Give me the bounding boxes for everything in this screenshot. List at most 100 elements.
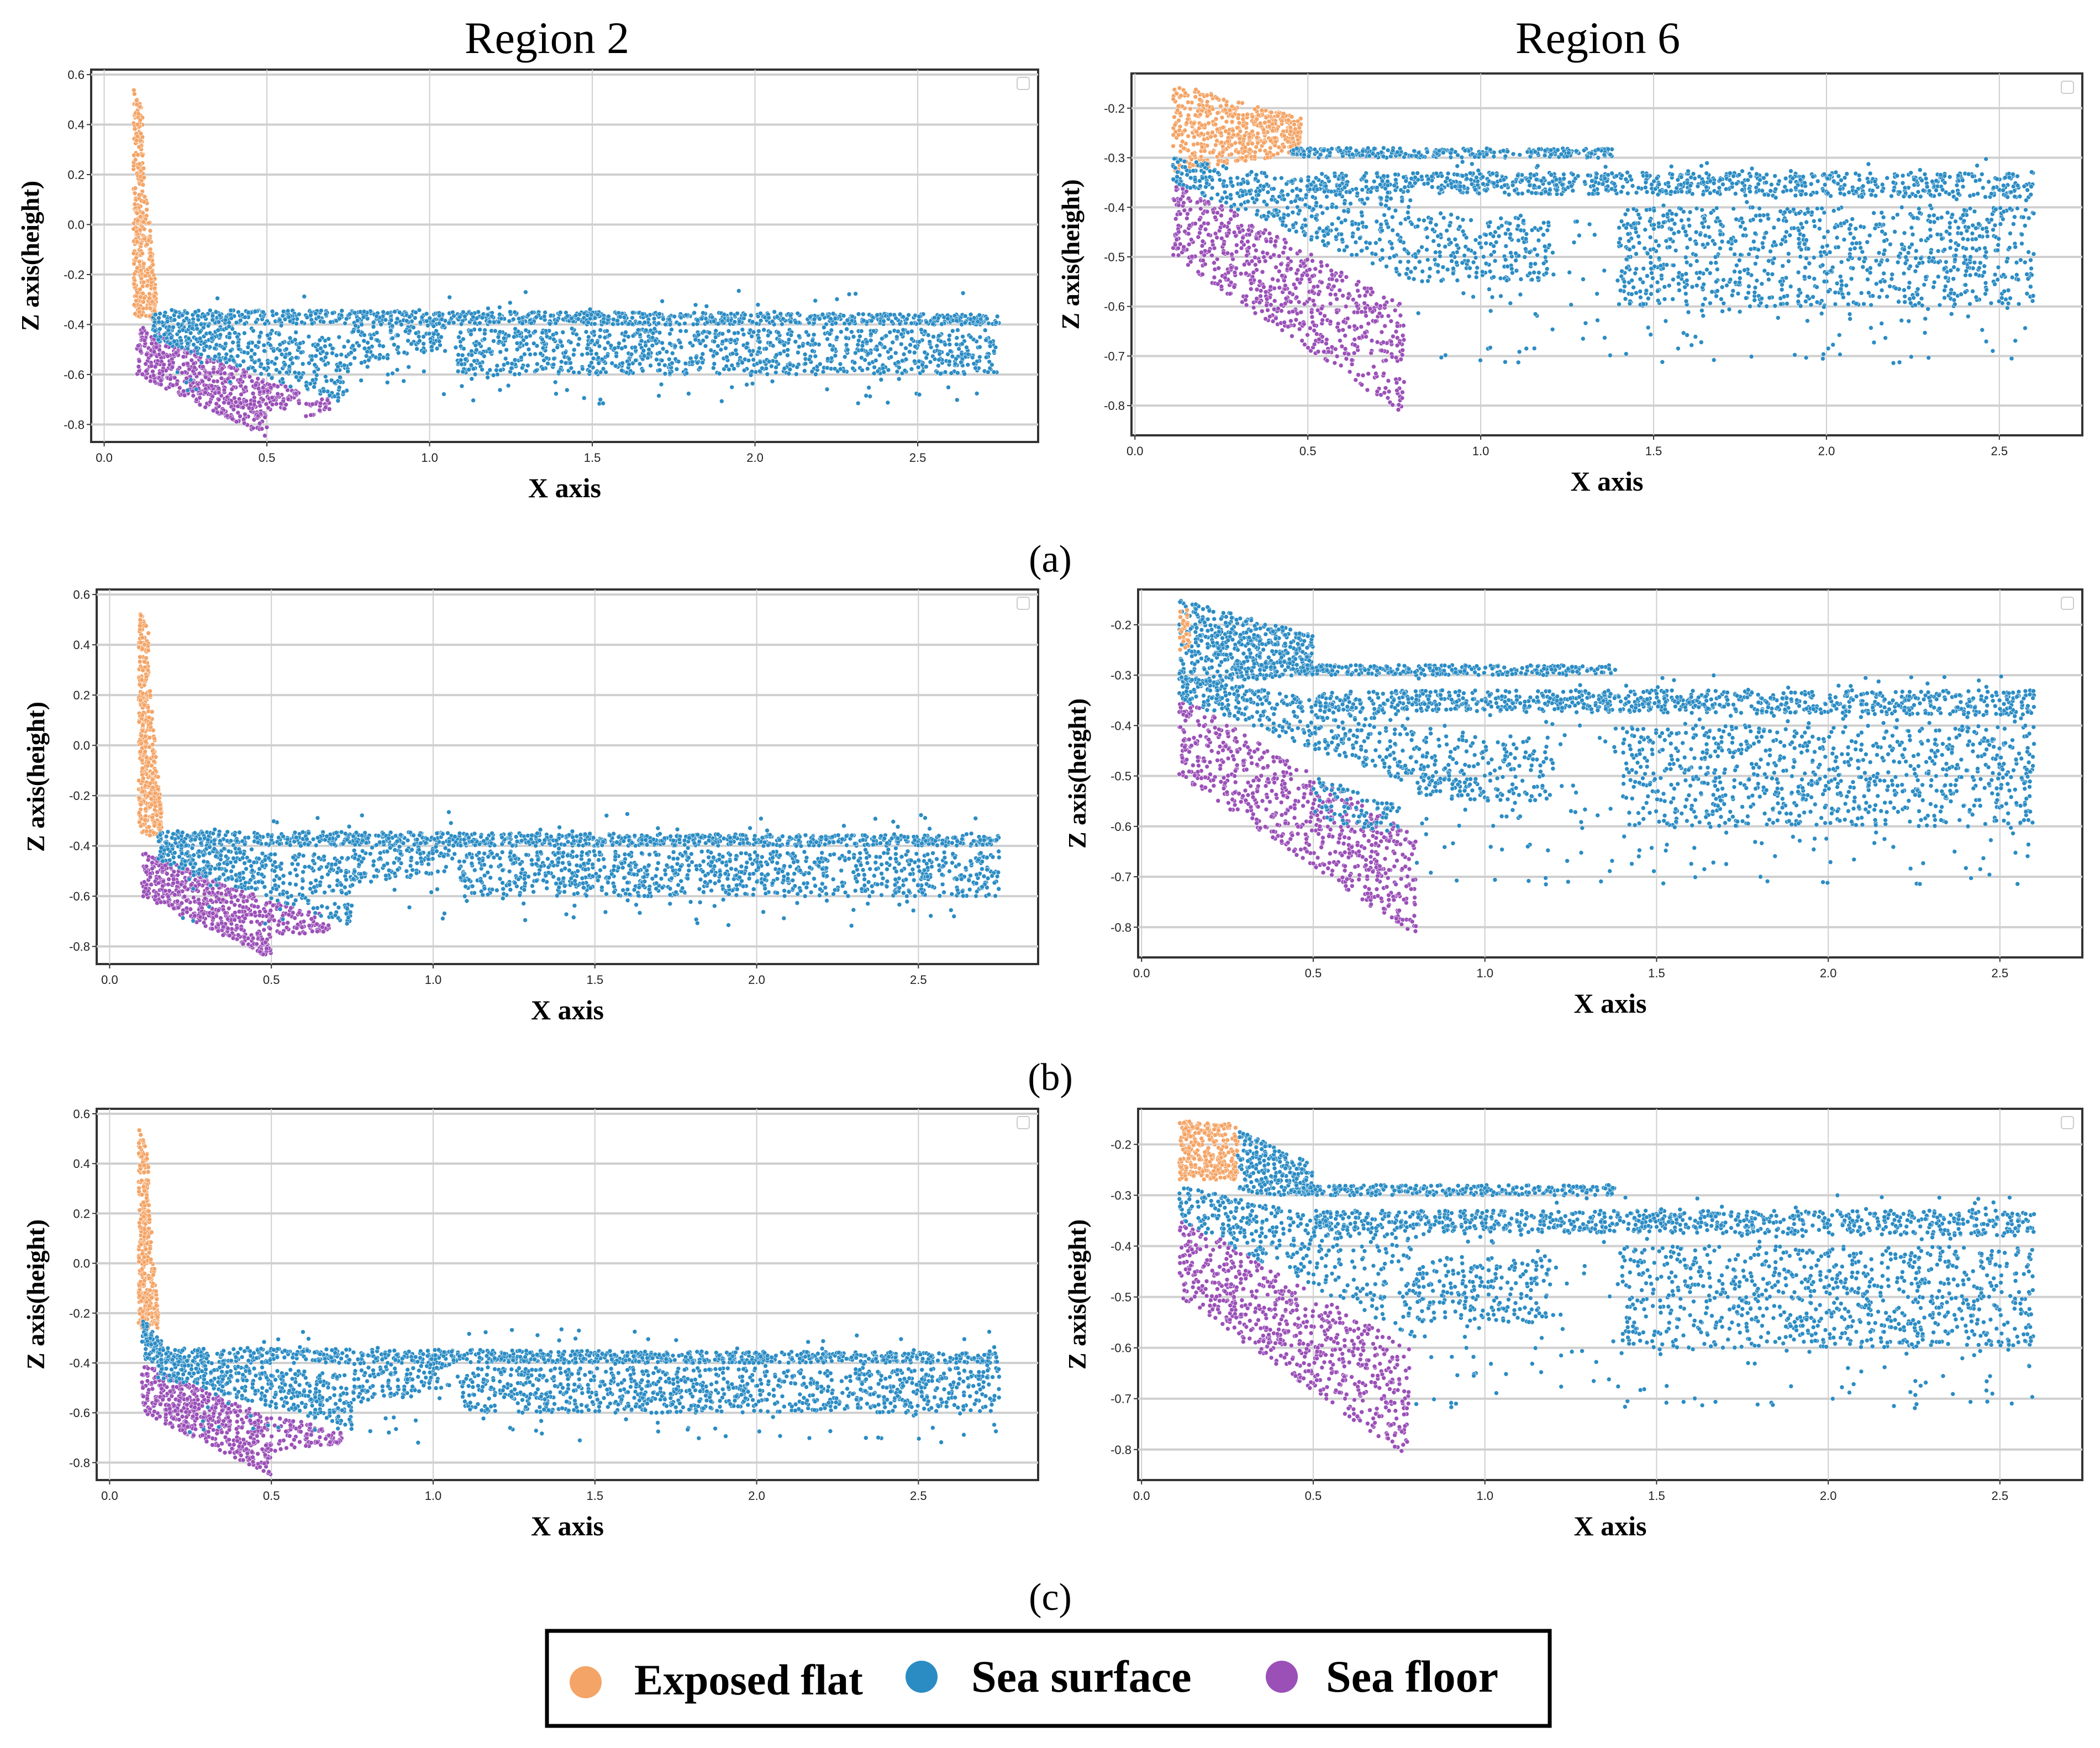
point-sea-surface: [954, 356, 959, 361]
point-sea-floor: [229, 372, 234, 376]
point-sea-surface: [594, 352, 599, 356]
point-sea-floor: [217, 397, 221, 402]
point-exposed-flat: [1243, 134, 1247, 138]
point-sea-surface: [663, 322, 667, 327]
point-sea-surface: [284, 347, 288, 351]
point-exposed-flat: [1255, 135, 1259, 140]
point-exposed-flat: [152, 286, 157, 291]
point-exposed-flat: [137, 162, 141, 166]
point-sea-surface: [523, 290, 528, 294]
point-exposed-flat: [145, 208, 149, 212]
point-sea-surface: [948, 359, 952, 364]
point-exposed-flat: [1230, 119, 1234, 124]
point-sea-surface: [652, 327, 657, 331]
point-sea-surface: [762, 328, 766, 332]
point-exposed-flat: [1193, 94, 1198, 99]
point-exposed-flat: [1236, 101, 1241, 105]
point-sea-surface: [592, 329, 596, 334]
point-sea-surface: [246, 341, 251, 346]
point-sea-floor: [234, 419, 239, 424]
point-exposed-flat: [1256, 113, 1261, 117]
point-sea-surface: [188, 378, 193, 382]
point-sea-surface: [931, 334, 936, 339]
point-sea-floor: [220, 366, 224, 371]
point-sea-surface: [758, 360, 762, 365]
point-sea-surface: [524, 342, 529, 346]
point-sea-surface: [515, 348, 519, 352]
point-sea-surface: [437, 322, 441, 326]
point-exposed-flat: [135, 240, 139, 244]
point-sea-surface: [351, 344, 355, 348]
point-sea-surface: [508, 301, 512, 305]
point-sea-surface: [165, 319, 170, 324]
point-sea-surface: [443, 349, 448, 353]
y-tick-label: -0.8: [1104, 399, 1125, 413]
point-sea-surface: [696, 333, 701, 337]
point-sea-surface: [907, 350, 912, 354]
point-sea-surface: [166, 328, 171, 333]
point-sea-surface: [198, 330, 202, 334]
point-sea-surface: [596, 312, 600, 317]
point-sea-surface: [519, 355, 524, 360]
point-sea-surface: [813, 298, 818, 303]
point-sea-floor: [137, 369, 141, 373]
point-sea-surface: [503, 356, 508, 361]
point-sea-floor: [140, 372, 145, 377]
point-sea-surface: [660, 299, 665, 303]
point-sea-surface: [253, 309, 257, 314]
point-sea-surface: [287, 351, 292, 356]
point-exposed-flat: [1176, 104, 1181, 109]
point-sea-surface: [869, 338, 873, 343]
point-sea-surface: [987, 321, 991, 325]
point-sea-surface: [257, 334, 262, 339]
point-sea-surface: [854, 292, 858, 296]
point-sea-floor: [139, 349, 143, 354]
point-sea-surface: [866, 351, 871, 356]
point-sea-floor: [148, 379, 152, 383]
point-sea-surface: [498, 368, 503, 372]
point-sea-surface: [856, 312, 861, 317]
point-sea-floor: [231, 407, 236, 412]
point-sea-surface: [177, 329, 182, 334]
point-sea-surface: [649, 364, 653, 368]
point-sea-floor: [174, 351, 178, 355]
point-exposed-flat: [1288, 129, 1293, 134]
point-sea-surface: [293, 338, 297, 342]
point-sea-surface: [861, 312, 865, 317]
point-sea-surface: [431, 324, 436, 328]
point-sea-surface: [336, 365, 340, 369]
point-exposed-flat: [152, 294, 156, 299]
point-sea-surface: [787, 371, 791, 376]
point-sea-surface: [268, 343, 272, 348]
point-sea-surface: [622, 315, 627, 319]
point-sea-surface: [460, 362, 464, 366]
point-exposed-flat: [147, 296, 151, 301]
point-sea-floor: [168, 377, 172, 381]
point-sea-surface: [540, 337, 545, 341]
point-sea-surface: [953, 362, 957, 366]
point-sea-surface: [196, 314, 200, 318]
point-sea-surface: [808, 315, 812, 319]
point-sea-surface: [569, 316, 573, 320]
point-sea-floor: [203, 405, 208, 409]
point-sea-surface: [938, 372, 943, 376]
point-sea-surface: [534, 368, 539, 373]
point-sea-surface: [750, 320, 755, 324]
point-sea-surface: [202, 348, 207, 352]
point-exposed-flat: [1205, 93, 1209, 98]
point-exposed-flat: [1229, 152, 1234, 156]
point-sea-surface: [460, 353, 465, 357]
point-exposed-flat: [1265, 155, 1270, 160]
point-sea-surface: [337, 335, 341, 339]
point-sea-surface: [924, 365, 928, 369]
point-sea-surface: [156, 338, 161, 342]
point-exposed-flat: [132, 282, 136, 286]
point-exposed-flat: [1253, 150, 1257, 155]
point-exposed-flat: [132, 303, 136, 307]
point-sea-surface: [425, 323, 430, 328]
point-sea-surface: [287, 364, 292, 368]
point-exposed-flat: [1268, 146, 1272, 150]
y-tick-label: -0.7: [1104, 349, 1125, 363]
point-sea-surface: [482, 337, 487, 341]
point-sea-surface: [171, 325, 176, 329]
